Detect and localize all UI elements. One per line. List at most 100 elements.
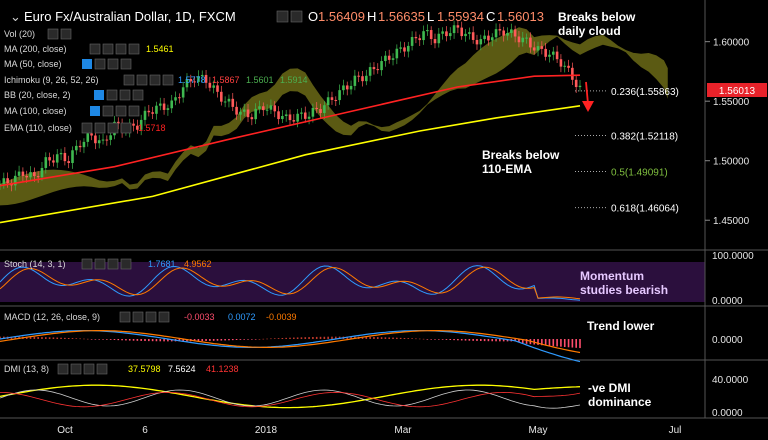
candle-body [261, 106, 265, 111]
eye-icon[interactable] [89, 43, 101, 55]
candle-body [258, 106, 261, 109]
candle-body [21, 171, 25, 176]
time-tick-label: May [529, 425, 548, 436]
add-icon[interactable] [83, 363, 95, 375]
settings-icon[interactable] [106, 89, 118, 101]
add-icon[interactable] [107, 258, 119, 270]
candle-body [426, 30, 429, 32]
macd-histogram-bar [563, 339, 566, 348]
candle-body [365, 75, 368, 82]
ohlc-open-key: O [308, 9, 318, 24]
settings-icon[interactable] [60, 28, 72, 40]
candle-body [197, 76, 200, 82]
close-icon[interactable] [162, 74, 174, 86]
close-icon[interactable] [120, 122, 132, 134]
macd-histogram-bar [495, 339, 497, 342]
eye-icon[interactable] [82, 59, 92, 69]
macd-histogram-bar [220, 339, 223, 341]
candle-body [86, 133, 90, 142]
macd-histogram-bar [289, 337, 291, 339]
candle-body [471, 32, 475, 40]
macd-histogram-bar [361, 336, 364, 339]
eye-icon[interactable] [94, 90, 104, 100]
candle-body [284, 114, 288, 117]
macd-histogram-bar [575, 339, 577, 348]
settings-icon[interactable] [132, 311, 144, 323]
ma50-label[interactable]: MA (50, close) [4, 59, 62, 69]
candle-body [147, 110, 151, 113]
macd-histogram-bar [64, 337, 66, 339]
candle-body [71, 150, 74, 163]
add-icon[interactable] [119, 89, 131, 101]
macd-histogram-bar [483, 339, 486, 342]
settings-icon[interactable] [94, 258, 106, 270]
bb-label[interactable]: BB (20, close, 2) [4, 90, 71, 100]
time-axis[interactable]: Oct 6 2018 Mar May Jul [57, 425, 681, 436]
candle-body [78, 145, 82, 148]
add-icon[interactable] [107, 58, 119, 70]
close-icon[interactable] [128, 43, 140, 55]
stoch-label[interactable]: Stoch (14, 3, 1) [4, 259, 66, 269]
fib-label: 0.618(1.46064) [611, 204, 679, 215]
chevron-down-icon[interactable]: ⌄ [10, 9, 21, 24]
ema110-label[interactable]: EMA (110, close) [4, 123, 72, 133]
dmi-label[interactable]: DMI (13, 8) [4, 364, 49, 374]
add-icon[interactable] [115, 43, 127, 55]
candle-body [578, 85, 582, 88]
candle-body [429, 30, 433, 40]
settings-icon[interactable] [290, 10, 303, 23]
macd-histogram-bar [468, 339, 471, 341]
macd-histogram-bar [403, 338, 406, 339]
close-icon[interactable] [96, 363, 108, 375]
macd-label[interactable]: MACD (12, 26, close, 9) [4, 312, 100, 322]
close-icon[interactable] [120, 58, 132, 70]
macd-histogram-bar [418, 338, 421, 340]
candle-body [510, 29, 513, 33]
candle-body [334, 99, 338, 101]
add-icon[interactable] [107, 122, 119, 134]
close-icon[interactable] [120, 258, 132, 270]
macd-histogram-bar [102, 339, 104, 340]
candle-body [544, 48, 547, 57]
add-icon[interactable] [149, 74, 161, 86]
dmi-value-1: 37.5798 [128, 364, 161, 374]
close-icon[interactable] [132, 89, 144, 101]
candle-body [468, 32, 471, 34]
candle-body [48, 157, 51, 161]
annotation-cloud-line1: Breaks below [558, 10, 636, 24]
ichimoku-label[interactable]: Ichimoku (9, 26, 52, 26) [4, 75, 99, 85]
settings-icon[interactable] [94, 122, 106, 134]
close-icon[interactable] [158, 311, 170, 323]
vol-label[interactable]: Vol (20) [4, 29, 35, 39]
eye-icon[interactable] [119, 311, 131, 323]
time-tick-label: 2018 [255, 425, 278, 436]
candle-body [483, 35, 486, 40]
eye-icon[interactable] [90, 106, 100, 116]
candle-body [52, 160, 55, 163]
add-icon[interactable] [145, 311, 157, 323]
macd-histogram-bar [128, 339, 131, 341]
ma200-label[interactable]: MA (200, close) [4, 44, 67, 54]
settings-icon[interactable] [70, 363, 82, 375]
eye-icon[interactable] [57, 363, 69, 375]
price-axis[interactable]: 1.60000 1.55000 1.50000 1.45000 [705, 38, 750, 228]
symbol-title[interactable]: Euro Fx/Australian Dollar, 1D, FXCM [24, 9, 236, 24]
close-icon[interactable] [128, 105, 140, 117]
add-icon[interactable] [115, 105, 127, 117]
eye-icon[interactable] [47, 28, 59, 40]
candle-body [498, 29, 502, 31]
candle-body [437, 33, 441, 44]
ma100-label[interactable]: MA (100, close) [4, 106, 67, 116]
settings-icon[interactable] [102, 105, 114, 117]
eye-icon[interactable] [81, 122, 93, 134]
eye-icon[interactable] [123, 74, 135, 86]
candle-body [506, 32, 509, 36]
settings-icon[interactable] [94, 58, 106, 70]
settings-icon[interactable] [136, 74, 148, 86]
candle-body [97, 140, 101, 144]
eye-icon[interactable] [81, 258, 93, 270]
price-tick-label: 1.45000 [713, 216, 750, 227]
settings-icon[interactable] [102, 43, 114, 55]
eye-icon[interactable] [276, 10, 289, 23]
candle-body [307, 116, 311, 119]
